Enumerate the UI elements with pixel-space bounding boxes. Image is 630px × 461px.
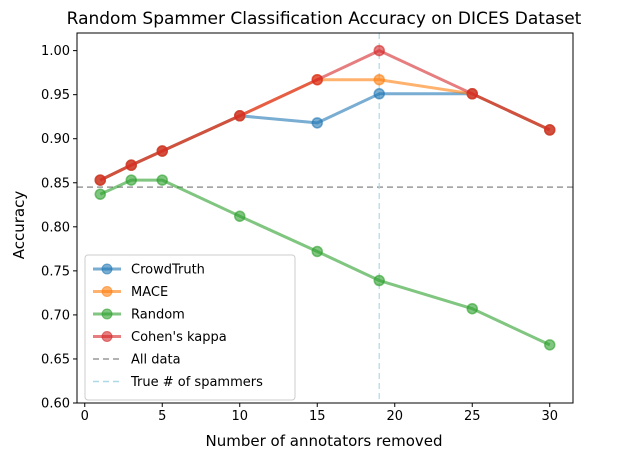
y-tick-label: 0.95 <box>41 88 70 103</box>
series-line-cohen-s-kappa <box>99 49 551 182</box>
x-tick-label: 5 <box>158 409 166 424</box>
data-point-random <box>94 188 106 200</box>
data-point-cohen-s-kappa <box>466 88 478 100</box>
x-tick-label: 30 <box>541 409 558 424</box>
data-point-mace <box>373 73 385 86</box>
data-point-random <box>544 339 556 351</box>
y-tick-label: 0.75 <box>41 264 70 279</box>
legend: CrowdTruth MACE Random Cohen's kappa All dat… <box>84 254 296 401</box>
legend-marker-mace <box>101 286 113 297</box>
x-tick-label: 20 <box>386 409 403 424</box>
data-point-cohen-s-kappa <box>234 110 246 122</box>
data-point-random <box>125 174 137 186</box>
data-point-random <box>466 302 478 315</box>
y-tick-label: 0.70 <box>41 308 70 323</box>
data-point-random <box>156 174 168 186</box>
plot-area: 0 5 10 15 20 25 30 0.60 0.65 0.70 0.75 0.80 0.85 0.90… <box>41 32 574 424</box>
data-point-random <box>234 210 246 222</box>
legend-label-cohen-s-kappa: Cohen's kappa <box>131 330 227 345</box>
legend-marker-random <box>101 308 113 320</box>
legend-marker-crowdtruth <box>101 263 113 275</box>
legend-label-random: Random <box>131 308 185 323</box>
data-point-random <box>373 274 385 287</box>
x-tick-label: 10 <box>231 409 248 424</box>
data-point-cohen-s-kappa <box>311 73 323 86</box>
x-tick-label: 15 <box>309 409 326 424</box>
legend-box <box>84 254 296 401</box>
legend-label-true-#-of-spammers: True # of spammers <box>130 375 263 390</box>
legend-label-mace: MACE <box>131 285 168 300</box>
y-tick-label: 0.60 <box>41 397 70 412</box>
plot-frame <box>76 32 574 404</box>
chart-title: Random Spammer Classification Accuracy o… <box>67 9 582 29</box>
data-point-crowdtruth <box>373 88 385 100</box>
y-tick-label: 0.80 <box>41 220 70 235</box>
series-line-mace <box>99 78 551 182</box>
x-tick-label: 25 <box>464 409 481 424</box>
data-point-crowdtruth <box>311 117 323 129</box>
series-line-crowdtruth <box>99 92 551 182</box>
y-tick-label: 0.90 <box>41 132 70 147</box>
y-tick-label: 0.85 <box>41 176 70 191</box>
data-point-cohen-s-kappa <box>94 174 106 186</box>
data-point-cohen-s-kappa <box>373 44 385 57</box>
y-tick-label: 1.00 <box>41 44 70 59</box>
data-point-random <box>311 245 323 258</box>
legend-marker-cohen-s-kappa <box>101 331 113 342</box>
data-point-cohen-s-kappa <box>156 145 168 157</box>
data-point-cohen-s-kappa <box>544 124 556 136</box>
data-point-cohen-s-kappa <box>125 159 137 171</box>
y-axis-label: Accuracy <box>10 191 28 260</box>
y-tick-label: 0.65 <box>41 352 70 367</box>
legend-label-crowdtruth: CrowdTruth <box>131 263 205 278</box>
legend-label-all-data: All data <box>131 353 181 368</box>
x-tick-label: 0 <box>81 409 89 424</box>
x-axis-label: Number of annotators removed <box>206 432 443 450</box>
